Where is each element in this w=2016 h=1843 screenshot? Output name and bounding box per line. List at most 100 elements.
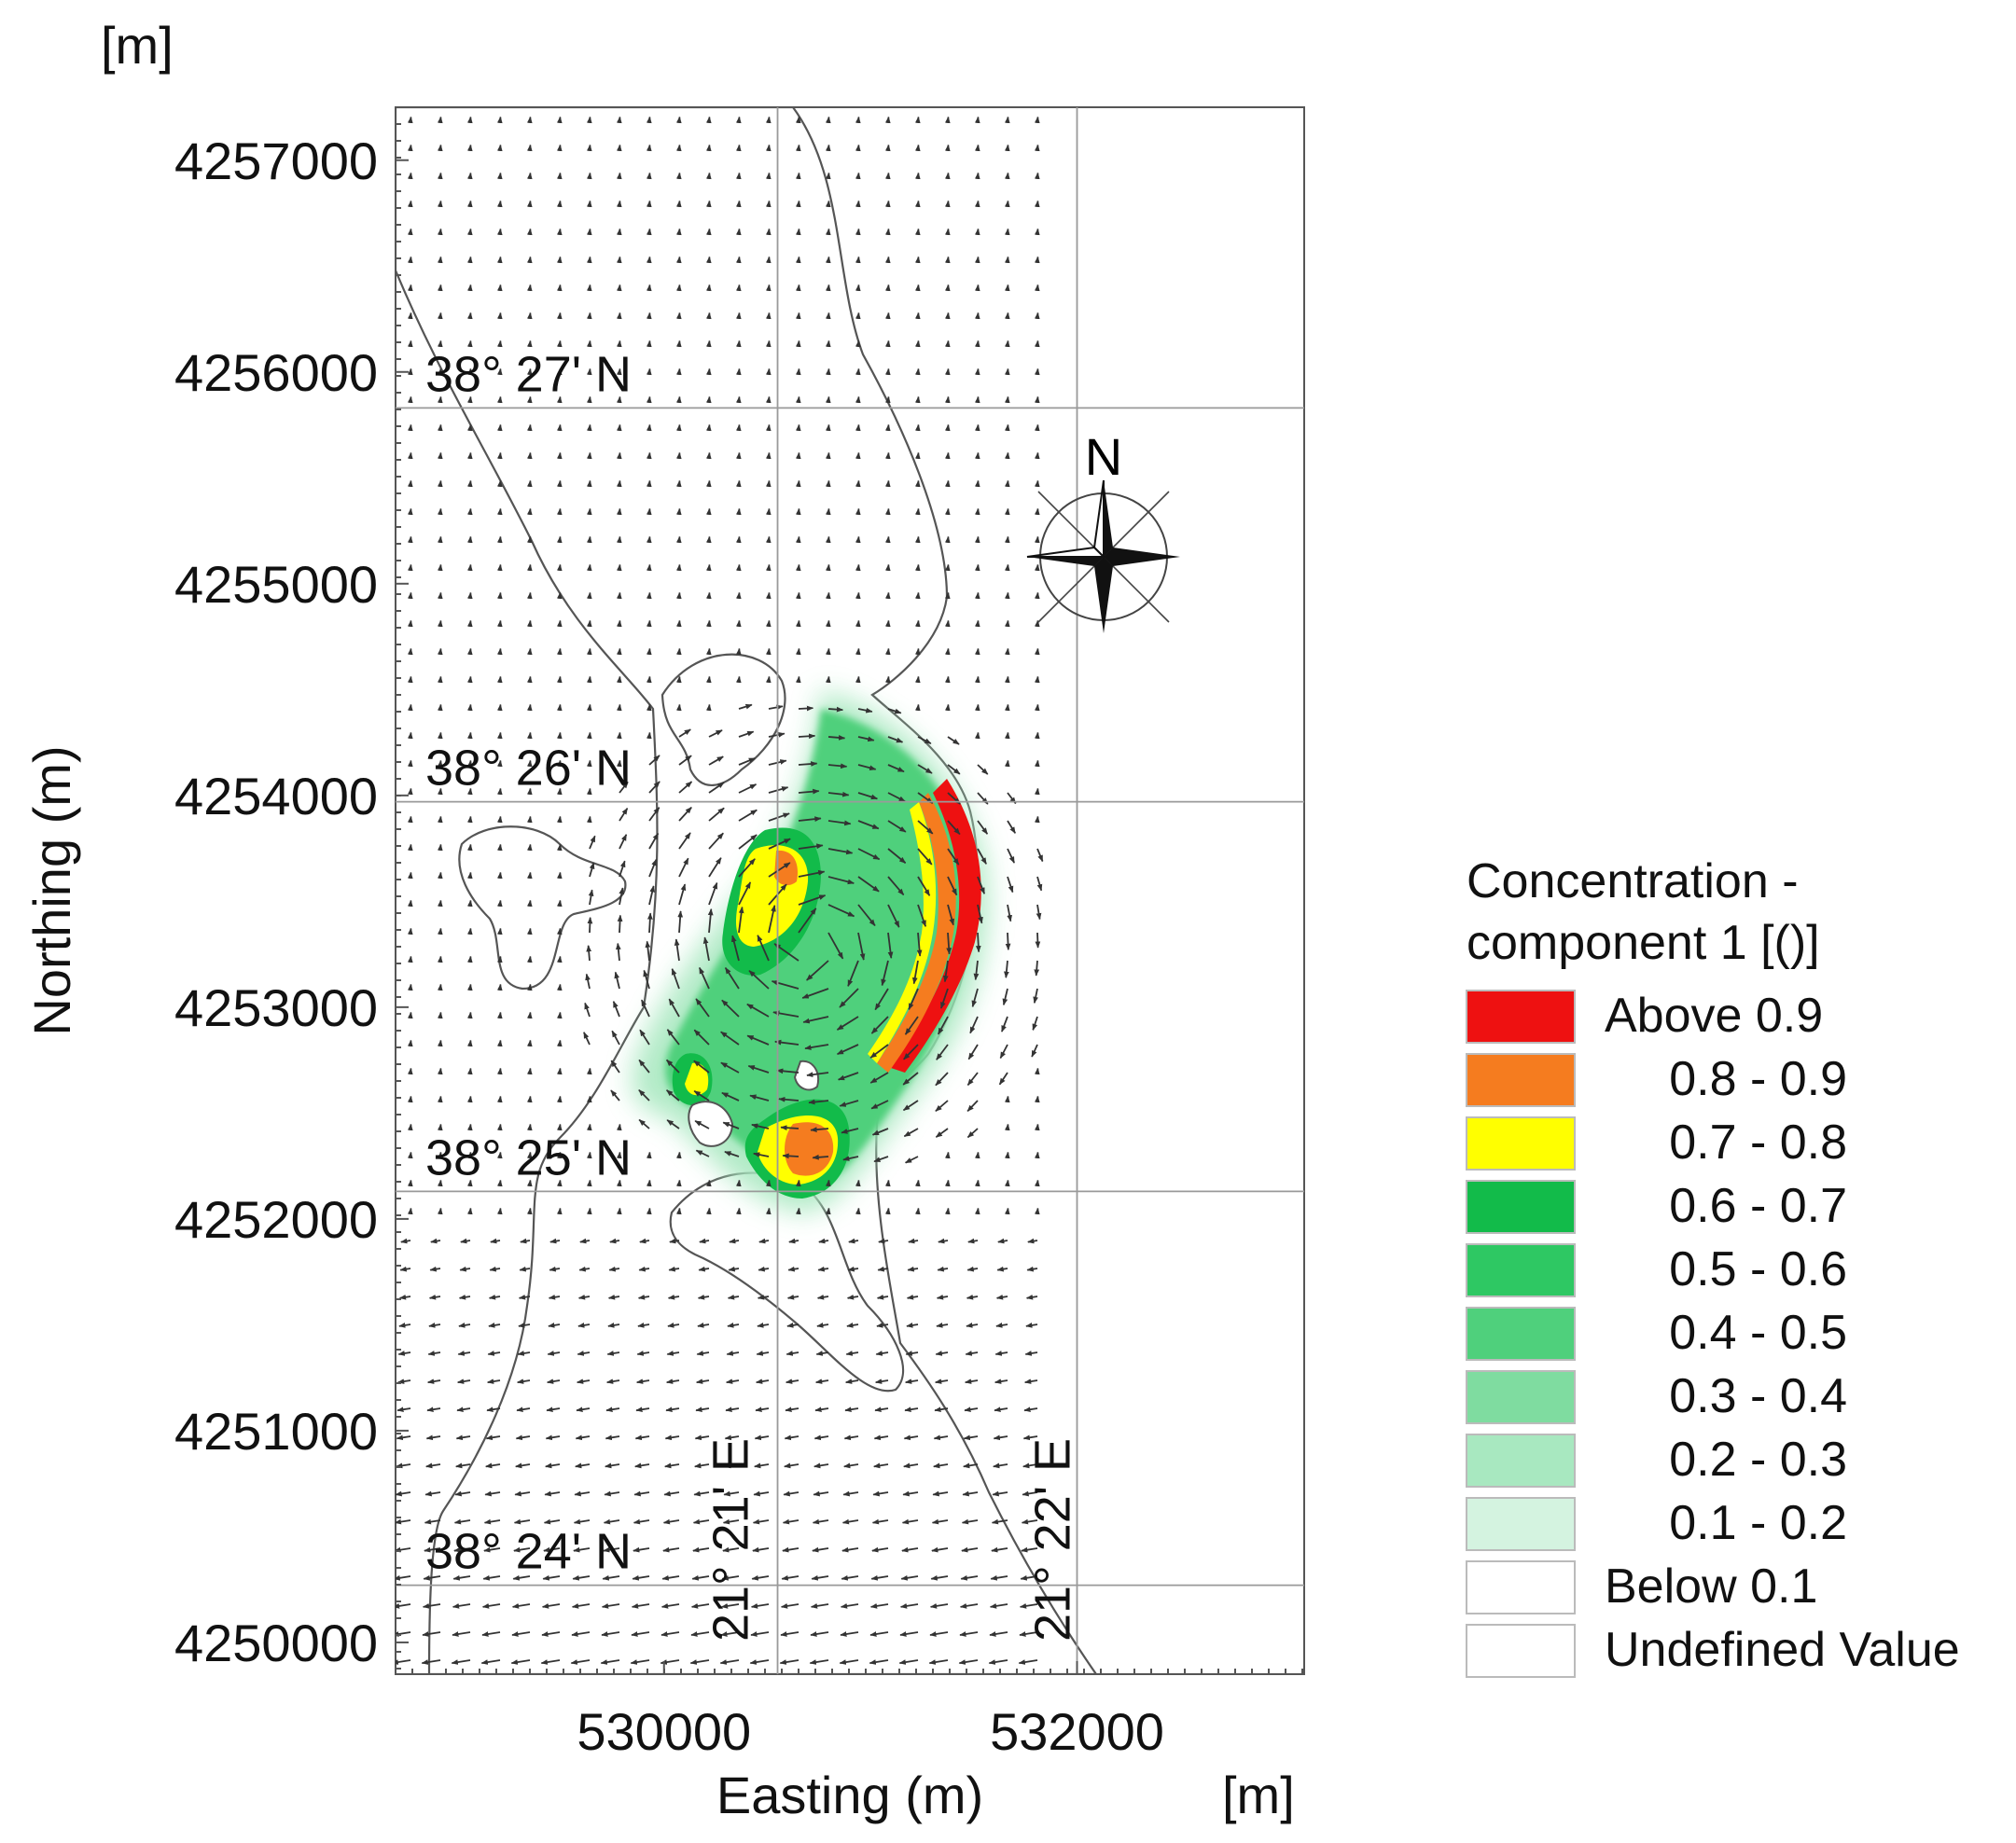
current-vector bbox=[933, 1434, 949, 1441]
current-vector bbox=[526, 256, 533, 264]
current-vector bbox=[1020, 1574, 1038, 1581]
current-vector bbox=[646, 312, 652, 320]
current-vector bbox=[407, 927, 413, 935]
current-vector bbox=[496, 1179, 503, 1187]
current-vector bbox=[738, 757, 756, 766]
current-vector bbox=[608, 1266, 620, 1272]
current-vector bbox=[586, 451, 592, 460]
current-vector bbox=[887, 736, 904, 743]
current-vector bbox=[396, 1574, 411, 1581]
current-vector bbox=[735, 675, 742, 684]
current-vector bbox=[914, 312, 921, 320]
current-vector bbox=[1002, 988, 1008, 1006]
current-vector bbox=[916, 932, 923, 957]
current-vector bbox=[735, 507, 742, 516]
current-vector bbox=[944, 563, 951, 572]
current-vector bbox=[806, 1072, 829, 1077]
current-vector bbox=[705, 675, 712, 684]
current-vector bbox=[802, 1016, 829, 1024]
current-vector bbox=[514, 1490, 531, 1497]
current-vector bbox=[1022, 1462, 1038, 1469]
current-vector bbox=[785, 1379, 799, 1384]
current-vector bbox=[646, 703, 652, 712]
current-vector bbox=[648, 755, 660, 766]
current-vector bbox=[666, 1089, 680, 1102]
current-vector bbox=[944, 256, 951, 264]
current-vector bbox=[825, 172, 831, 180]
current-vector bbox=[857, 820, 880, 830]
current-vector bbox=[407, 1207, 413, 1215]
current-vector bbox=[855, 395, 861, 404]
y-tick-label: 4254000 bbox=[174, 767, 378, 825]
current-vector bbox=[974, 256, 980, 264]
current-vector bbox=[466, 787, 473, 796]
current-vector bbox=[648, 781, 660, 794]
current-vector bbox=[556, 843, 563, 852]
current-vector bbox=[884, 535, 891, 544]
current-vector bbox=[1023, 1379, 1038, 1384]
current-vector bbox=[547, 1351, 561, 1356]
current-vector bbox=[698, 966, 710, 990]
current-vector bbox=[616, 116, 622, 124]
current-vector bbox=[486, 1406, 501, 1413]
current-vector bbox=[914, 367, 921, 376]
current-vector bbox=[671, 968, 680, 990]
current-vector bbox=[695, 1406, 710, 1413]
current-vector bbox=[784, 1462, 799, 1469]
current-vector bbox=[437, 619, 443, 628]
current-vector bbox=[425, 1434, 441, 1441]
current-vector bbox=[974, 535, 980, 544]
current-vector bbox=[437, 228, 443, 236]
current-vector bbox=[735, 172, 742, 180]
current-vector bbox=[816, 1294, 829, 1300]
current-vector bbox=[515, 1462, 531, 1469]
current-vector bbox=[825, 451, 831, 460]
current-vector bbox=[753, 1152, 770, 1157]
current-vector bbox=[588, 889, 594, 906]
current-vector bbox=[437, 256, 443, 264]
current-vector bbox=[675, 116, 682, 124]
current-vector bbox=[526, 507, 533, 516]
current-vector bbox=[455, 1462, 471, 1469]
current-vector bbox=[959, 1631, 979, 1637]
current-vector bbox=[466, 1011, 473, 1019]
island-west bbox=[458, 825, 627, 991]
current-vector bbox=[678, 755, 692, 766]
current-vector bbox=[991, 1518, 1008, 1525]
current-vector bbox=[974, 395, 980, 404]
current-vector bbox=[765, 423, 772, 432]
current-vector bbox=[967, 1238, 979, 1244]
current-vector bbox=[616, 144, 622, 152]
current-vector bbox=[836, 1016, 859, 1031]
current-vector bbox=[407, 395, 413, 404]
current-vector bbox=[694, 1434, 710, 1441]
current-vector bbox=[693, 1490, 710, 1497]
current-vector bbox=[1036, 876, 1043, 892]
current-vector bbox=[665, 1379, 680, 1384]
current-vector bbox=[944, 647, 951, 656]
current-vector bbox=[993, 1462, 1008, 1469]
current-vector bbox=[842, 1156, 859, 1161]
current-vector bbox=[675, 423, 682, 432]
current-vector bbox=[787, 1266, 799, 1272]
current-vector bbox=[496, 340, 503, 348]
current-vector bbox=[496, 1039, 503, 1047]
current-vector bbox=[914, 479, 921, 488]
current-vector bbox=[586, 172, 592, 180]
current-vector bbox=[556, 1011, 563, 1019]
current-vector bbox=[577, 1294, 591, 1300]
current-vector bbox=[999, 1044, 1008, 1060]
current-vector bbox=[610, 1060, 620, 1074]
current-vector bbox=[871, 1128, 889, 1136]
current-vector bbox=[944, 116, 951, 124]
current-vector bbox=[619, 834, 628, 850]
current-vector bbox=[526, 116, 533, 124]
current-vector bbox=[738, 703, 753, 710]
current-vector bbox=[636, 1351, 650, 1356]
current-vector bbox=[938, 1238, 949, 1244]
current-vector bbox=[729, 1238, 740, 1244]
current-vector bbox=[931, 1546, 949, 1553]
current-vector bbox=[603, 1546, 620, 1553]
current-vector bbox=[428, 1323, 441, 1328]
current-vector bbox=[771, 979, 799, 990]
